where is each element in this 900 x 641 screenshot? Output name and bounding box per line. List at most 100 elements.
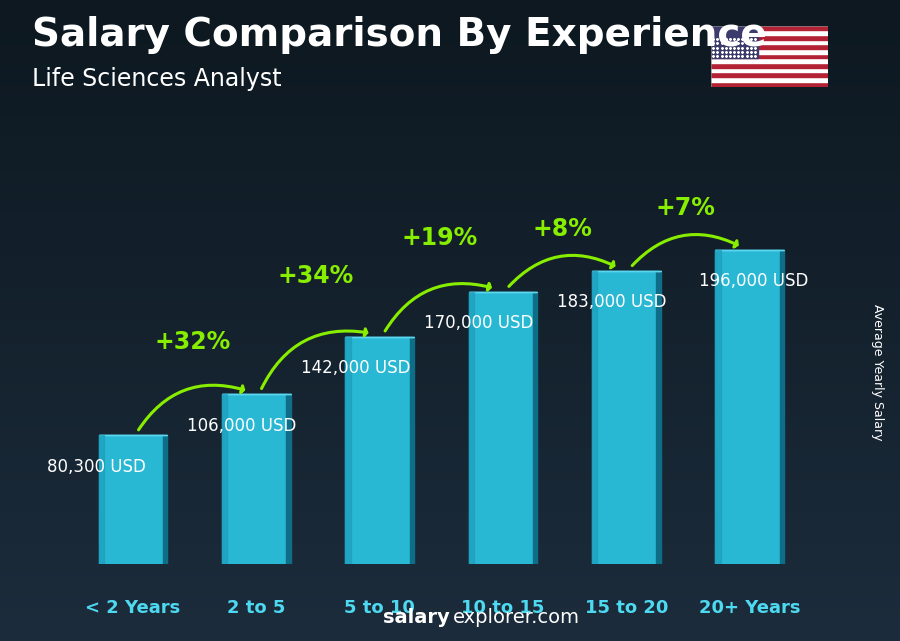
Bar: [0, 500, 900, 503]
Bar: [0, 247, 900, 250]
Bar: [0, 356, 900, 359]
Bar: [0, 90, 900, 93]
Bar: [0, 558, 900, 561]
Bar: [0, 401, 900, 404]
Bar: [0, 583, 900, 587]
Bar: [0, 61, 900, 64]
Bar: [0, 263, 900, 266]
Bar: [0, 58, 900, 61]
Bar: [0, 317, 900, 320]
Polygon shape: [716, 250, 779, 564]
Bar: [0, 202, 900, 205]
Bar: [0, 256, 900, 260]
Bar: [0, 173, 900, 176]
Bar: [0, 135, 900, 138]
Polygon shape: [163, 435, 167, 564]
Bar: [0, 29, 900, 32]
Polygon shape: [346, 337, 410, 564]
Bar: [0, 449, 900, 452]
Bar: [0, 54, 900, 58]
Bar: [0, 337, 900, 340]
Bar: [0, 87, 900, 90]
Bar: [0, 551, 900, 554]
Polygon shape: [99, 435, 163, 564]
Bar: [0, 170, 900, 173]
Bar: [0, 593, 900, 596]
Bar: [0, 455, 900, 458]
Bar: [0, 324, 900, 327]
Bar: [0, 67, 900, 71]
Bar: [0, 433, 900, 436]
Bar: [0, 205, 900, 208]
Bar: [0, 221, 900, 224]
Bar: [0, 16, 900, 19]
Bar: [0, 548, 900, 551]
Bar: [0, 308, 900, 311]
Text: 20+ Years: 20+ Years: [699, 599, 800, 617]
Bar: [0, 532, 900, 535]
Bar: [0, 452, 900, 455]
Text: 196,000 USD: 196,000 USD: [699, 272, 808, 290]
Text: +7%: +7%: [656, 196, 716, 221]
Bar: [711, 63, 828, 68]
Bar: [0, 622, 900, 625]
Bar: [0, 410, 900, 413]
Bar: [0, 109, 900, 112]
Bar: [0, 538, 900, 542]
Bar: [0, 3, 900, 6]
Bar: [0, 542, 900, 545]
Polygon shape: [346, 337, 351, 564]
Bar: [0, 561, 900, 564]
Bar: [0, 407, 900, 410]
Text: salary: salary: [383, 608, 450, 627]
Bar: [0, 327, 900, 330]
Bar: [0, 93, 900, 96]
Bar: [0, 481, 900, 484]
Bar: [0, 186, 900, 189]
Bar: [0, 224, 900, 228]
Polygon shape: [222, 394, 227, 564]
Bar: [0, 478, 900, 481]
Bar: [0, 272, 900, 276]
Bar: [0, 45, 900, 48]
Bar: [0, 144, 900, 147]
Bar: [0, 311, 900, 314]
Bar: [0, 413, 900, 417]
Text: 5 to 10: 5 to 10: [345, 599, 415, 617]
Bar: [0, 269, 900, 272]
Bar: [711, 82, 828, 87]
Bar: [0, 212, 900, 215]
Polygon shape: [410, 337, 414, 564]
Bar: [0, 385, 900, 388]
Bar: [0, 285, 900, 288]
Bar: [0, 391, 900, 394]
Bar: [0, 465, 900, 468]
Bar: [0, 526, 900, 529]
Bar: [0, 609, 900, 612]
Bar: [0, 375, 900, 378]
Bar: [0, 346, 900, 349]
Bar: [0, 64, 900, 67]
Bar: [0, 32, 900, 35]
Bar: [0, 606, 900, 609]
Bar: [0, 189, 900, 192]
Polygon shape: [779, 250, 784, 564]
Bar: [0, 513, 900, 516]
Bar: [0, 276, 900, 279]
Bar: [711, 26, 758, 58]
Bar: [0, 574, 900, 577]
Polygon shape: [592, 271, 598, 564]
Bar: [0, 250, 900, 253]
Bar: [0, 487, 900, 490]
Bar: [711, 72, 828, 77]
Bar: [0, 529, 900, 532]
Bar: [0, 442, 900, 445]
Bar: [0, 381, 900, 385]
Bar: [0, 51, 900, 54]
Text: 142,000 USD: 142,000 USD: [301, 359, 410, 377]
Bar: [0, 301, 900, 304]
Bar: [0, 397, 900, 401]
Bar: [0, 436, 900, 439]
Bar: [711, 40, 828, 44]
Bar: [0, 619, 900, 622]
